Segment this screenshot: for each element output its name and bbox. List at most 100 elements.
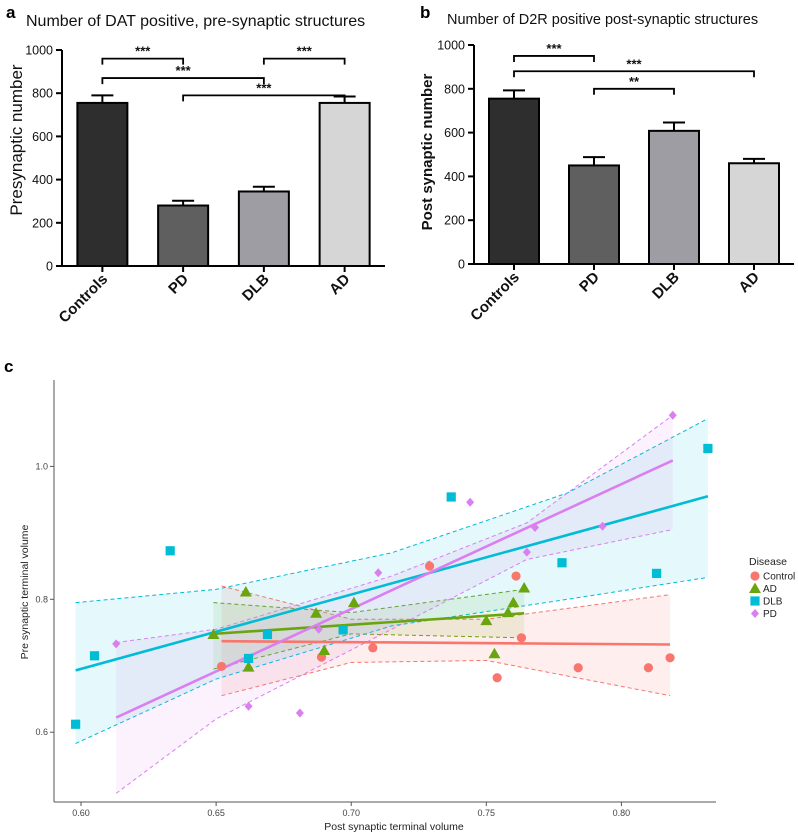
point-dlb bbox=[165, 546, 175, 556]
point-control bbox=[216, 661, 227, 672]
point-pd bbox=[668, 410, 677, 420]
panel-c-label: c bbox=[4, 357, 13, 376]
point-ad bbox=[239, 585, 252, 597]
confidence-band-control bbox=[221, 586, 671, 696]
point-ad bbox=[501, 606, 514, 618]
legend-label-pd: PD bbox=[763, 609, 777, 620]
point-pd bbox=[598, 521, 607, 531]
chart-b-bar-pd bbox=[568, 164, 620, 265]
legend-marker-control bbox=[750, 571, 760, 581]
confidence-lower-dlb bbox=[75, 576, 708, 744]
chart-b-significance-bracket bbox=[513, 55, 595, 62]
point-dlb bbox=[446, 492, 456, 502]
confidence-upper-ad bbox=[213, 588, 525, 614]
chart-a-bar-ad bbox=[318, 101, 371, 267]
point-ad bbox=[347, 596, 360, 608]
chart-a-category-label: DLB bbox=[239, 271, 273, 305]
chart-b-significance-label: *** bbox=[626, 56, 642, 71]
chart-a-category-label: AD bbox=[326, 271, 353, 298]
legend-marker-pd bbox=[751, 609, 759, 618]
chart-a-significance-label: *** bbox=[176, 63, 192, 78]
chart-b-ytick-label: 0 bbox=[458, 258, 465, 272]
chart-a-significance-bracket bbox=[182, 94, 346, 102]
chart-a-significance-label: *** bbox=[256, 80, 272, 95]
point-control bbox=[665, 653, 675, 663]
chart-b-significance-label: ** bbox=[629, 74, 640, 89]
chart-c-xtick-label: 0.80 bbox=[613, 808, 631, 818]
point-dlb bbox=[557, 558, 567, 568]
chart-a-ytick-label: 200 bbox=[32, 216, 53, 230]
point-dlb bbox=[243, 653, 254, 664]
point-dlb bbox=[338, 625, 348, 635]
chart-c-xtick-label: 0.60 bbox=[72, 808, 90, 818]
point-pd bbox=[244, 701, 253, 711]
point-pd bbox=[112, 639, 121, 649]
point-ad bbox=[480, 614, 493, 626]
chart-b-ytick-label: 800 bbox=[444, 82, 465, 96]
point-dlb bbox=[651, 568, 662, 578]
fit-line-control bbox=[221, 639, 671, 646]
legend-marker-dlb bbox=[750, 596, 760, 606]
confidence-lower-control bbox=[221, 659, 671, 697]
point-pd bbox=[314, 624, 323, 634]
confidence-upper-control bbox=[221, 585, 671, 620]
chart-b-ytick-label: 1000 bbox=[437, 39, 465, 53]
chart-a-category-label: PD bbox=[165, 271, 192, 298]
chart-a: 0 200 400 600 800 1000 Controls PD DLB AD *** *** **… bbox=[25, 44, 385, 327]
chart-b-significance-bracket bbox=[513, 70, 755, 78]
chart-a-bar-controls bbox=[76, 101, 129, 267]
point-pd bbox=[522, 547, 531, 557]
legend-marker-ad bbox=[749, 582, 761, 593]
chart-a-significance-bracket bbox=[101, 77, 265, 85]
legend-label-dlb: DLB bbox=[763, 597, 783, 608]
chart-a-significance-bracket bbox=[101, 57, 185, 65]
chart-c-ytick-label: 1.0 bbox=[35, 461, 48, 471]
chart-b-title: Number of D2R positive post-synaptic str… bbox=[447, 12, 758, 28]
chart-a-ylabel: Presynaptic number bbox=[7, 64, 26, 216]
chart-b-ytick-label: 400 bbox=[444, 170, 465, 184]
chart-b-ylabel: Post synaptic number bbox=[419, 73, 436, 230]
point-ad bbox=[318, 644, 331, 655]
chart-c-ylabel: Pre synaptic terminal volume bbox=[19, 524, 31, 659]
chart-c-xtick-label: 0.75 bbox=[478, 808, 496, 818]
confidence-lower-ad bbox=[213, 633, 525, 670]
chart-a-ytick-label: 400 bbox=[32, 173, 53, 187]
fit-line-pd bbox=[115, 459, 674, 719]
chart-c-xtick-label: 0.65 bbox=[207, 808, 225, 818]
panel-b-label: b bbox=[420, 3, 430, 22]
chart-b-bar-controls bbox=[488, 97, 540, 265]
point-control bbox=[573, 663, 583, 673]
point-ad bbox=[310, 607, 323, 618]
point-pd bbox=[374, 568, 383, 578]
chart-a-ytick-label: 600 bbox=[32, 130, 53, 144]
chart-b-category-label: AD bbox=[735, 269, 762, 296]
chart-b-bar-dlb bbox=[648, 129, 700, 265]
chart-a-ytick-label: 800 bbox=[32, 87, 53, 101]
point-pd bbox=[530, 523, 539, 533]
point-dlb bbox=[703, 443, 713, 454]
point-ad bbox=[507, 596, 520, 608]
point-pd bbox=[295, 708, 304, 718]
chart-b-significance-bracket bbox=[593, 87, 675, 95]
legend-label-control: Control bbox=[763, 572, 795, 583]
chart-b-category-label: DLB bbox=[649, 269, 683, 303]
chart-a-significance-label: *** bbox=[297, 44, 313, 59]
chart-c-ytick-label: 0.6 bbox=[35, 727, 48, 737]
point-dlb bbox=[89, 651, 100, 661]
point-control bbox=[424, 561, 435, 571]
chart-b-significance-label: *** bbox=[546, 41, 562, 56]
legend-title: Disease bbox=[749, 556, 787, 568]
chart-b-ytick-label: 600 bbox=[444, 126, 465, 140]
point-control bbox=[511, 571, 521, 581]
point-control bbox=[368, 643, 378, 653]
chart-a-bar-dlb bbox=[237, 190, 290, 267]
chart-a-category-label: Controls bbox=[56, 271, 112, 327]
panel-a-label: a bbox=[6, 3, 16, 22]
chart-b-category-label: Controls bbox=[467, 269, 523, 325]
chart-b-ytick-label: 200 bbox=[444, 214, 465, 228]
chart-a-ytick-label: 0 bbox=[46, 260, 53, 274]
point-control bbox=[643, 663, 654, 673]
